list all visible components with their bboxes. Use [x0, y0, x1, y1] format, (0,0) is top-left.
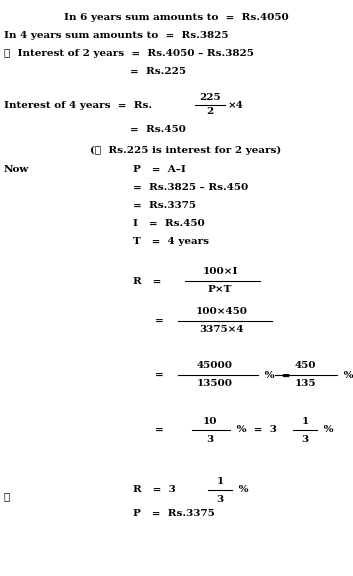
Text: In 6 years sum amounts to  =  Rs.4050: In 6 years sum amounts to = Rs.4050 [64, 13, 289, 22]
Text: 45000: 45000 [197, 362, 233, 370]
Text: 1: 1 [216, 476, 223, 486]
Text: 10: 10 [203, 416, 217, 426]
Text: 13500: 13500 [197, 380, 233, 388]
Text: 3375×4: 3375×4 [200, 325, 244, 335]
Text: =  Rs.450: = Rs.450 [130, 126, 186, 135]
Text: R   =: R = [133, 276, 161, 286]
Text: 1: 1 [301, 416, 309, 426]
Text: ×4: ×4 [228, 100, 244, 109]
Text: ∴: ∴ [4, 492, 10, 502]
Text: In 4 years sum amounts to  =  Rs.3825: In 4 years sum amounts to = Rs.3825 [4, 32, 228, 40]
Text: P   =  Rs.3375: P = Rs.3375 [133, 510, 215, 518]
Text: 3: 3 [207, 434, 214, 444]
Text: Now: Now [4, 165, 29, 175]
Text: 100×450: 100×450 [196, 308, 248, 316]
Text: %  =: % = [261, 370, 291, 380]
Text: 2: 2 [207, 108, 214, 116]
Text: 100×I: 100×I [202, 267, 238, 276]
Text: 450: 450 [294, 362, 316, 370]
Text: Interest of 4 years  =  Rs.: Interest of 4 years = Rs. [4, 100, 152, 109]
Text: =: = [155, 316, 164, 325]
Text: =: = [155, 426, 164, 434]
Text: =  Rs.3825 – Rs.450: = Rs.3825 – Rs.450 [133, 184, 248, 192]
Text: T   =  4 years: T = 4 years [133, 237, 209, 247]
Text: %: % [340, 370, 353, 380]
Text: %: % [235, 486, 249, 495]
Text: =: = [155, 370, 164, 380]
Text: %: % [320, 426, 334, 434]
Text: ∴  Interest of 2 years  =  Rs.4050 – Rs.3825: ∴ Interest of 2 years = Rs.4050 – Rs.382… [4, 50, 254, 59]
Text: P×T: P×T [208, 286, 232, 294]
Text: =  Rs.3375: = Rs.3375 [133, 202, 196, 210]
Text: P   =  A–I: P = A–I [133, 165, 186, 175]
Text: 3: 3 [301, 434, 309, 444]
Text: 3: 3 [216, 495, 223, 503]
Text: (∴  Rs.225 is interest for 2 years): (∴ Rs.225 is interest for 2 years) [90, 145, 281, 154]
Text: I   =  Rs.450: I = Rs.450 [133, 219, 205, 229]
Text: =  Rs.225: = Rs.225 [130, 67, 186, 77]
Text: %  =  3: % = 3 [233, 426, 277, 434]
Text: 135: 135 [294, 380, 316, 388]
Text: R   =  3: R = 3 [133, 486, 176, 495]
Text: 225: 225 [199, 93, 221, 103]
